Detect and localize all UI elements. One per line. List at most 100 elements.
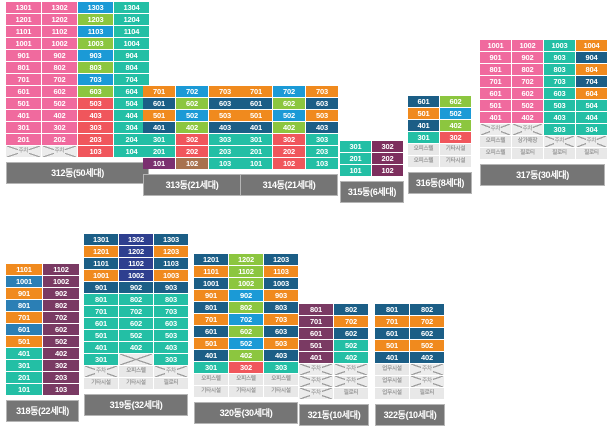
unit-cell-1002[interactable]: 1002	[43, 276, 79, 287]
unit-cell-402[interactable]: 402	[512, 112, 543, 123]
unit-cell-501[interactable]: 501	[480, 100, 511, 111]
unit-cell-103[interactable]: 103	[209, 158, 241, 169]
unit-cell-301[interactable]: 301	[143, 134, 175, 145]
unit-cell-903[interactable]: 903	[154, 282, 188, 293]
building-label-318[interactable]: 318동(22세대)	[6, 400, 79, 422]
unit-cell-1103[interactable]: 1103	[154, 258, 188, 269]
unit-cell-303[interactable]: 303	[264, 362, 298, 373]
unit-cell-904[interactable]: 904	[114, 50, 149, 61]
unit-cell-802[interactable]: 802	[334, 304, 368, 315]
unit-cell-1203[interactable]: 1203	[264, 254, 298, 265]
unit-cell-702[interactable]: 702	[273, 86, 305, 97]
unit-cell-501[interactable]: 501	[375, 340, 409, 351]
unit-cell-503[interactable]: 503	[154, 330, 188, 341]
unit-cell-1301[interactable]: 1301	[6, 2, 41, 13]
unit-cell-501[interactable]: 501	[299, 340, 333, 351]
unit-cell-204[interactable]: 204	[114, 134, 149, 145]
unit-cell-902[interactable]: 902	[42, 50, 77, 61]
unit-cell-303[interactable]: 303	[78, 122, 113, 133]
unit-cell-1201[interactable]: 1201	[194, 254, 228, 265]
unit-cell-601[interactable]: 601	[6, 324, 42, 335]
unit-cell-103[interactable]: 103	[43, 384, 79, 395]
unit-cell-101[interactable]: 101	[240, 158, 272, 169]
unit-cell-203[interactable]: 203	[43, 372, 79, 383]
unit-cell-802[interactable]: 802	[119, 294, 153, 305]
unit-cell-1202[interactable]: 1202	[119, 246, 153, 257]
unit-cell-502[interactable]: 502	[42, 98, 77, 109]
unit-cell-701[interactable]: 701	[84, 306, 118, 317]
unit-cell-102[interactable]: 102	[372, 165, 403, 176]
unit-cell-801[interactable]: 801	[6, 62, 41, 73]
unit-cell-401[interactable]: 401	[194, 350, 228, 361]
unit-cell-702[interactable]: 702	[42, 74, 77, 85]
unit-cell-401[interactable]: 401	[375, 352, 409, 363]
unit-cell-801[interactable]: 801	[6, 300, 42, 311]
unit-cell-402[interactable]: 402	[42, 110, 77, 121]
unit-cell-1103[interactable]: 1103	[78, 26, 113, 37]
unit-cell-804[interactable]: 804	[114, 62, 149, 73]
unit-cell-604[interactable]: 604	[114, 86, 149, 97]
unit-cell-703[interactable]: 703	[306, 86, 338, 97]
unit-cell-501[interactable]: 501	[6, 336, 42, 347]
unit-cell-904[interactable]: 904	[576, 52, 607, 63]
unit-cell-502[interactable]: 502	[273, 110, 305, 121]
unit-cell-201[interactable]: 201	[6, 372, 42, 383]
unit-cell-502[interactable]: 502	[334, 340, 368, 351]
unit-cell-104[interactable]: 104	[114, 146, 149, 157]
unit-cell-602[interactable]: 602	[119, 318, 153, 329]
unit-cell-301[interactable]: 301	[240, 134, 272, 145]
unit-cell-902[interactable]: 902	[229, 290, 263, 301]
unit-cell-403[interactable]: 403	[78, 110, 113, 121]
unit-cell-202[interactable]: 202	[273, 146, 305, 157]
unit-cell-1101[interactable]: 1101	[84, 258, 118, 269]
building-label-321[interactable]: 321동(10세대)	[299, 404, 369, 426]
unit-cell-1001[interactable]: 1001	[6, 276, 42, 287]
unit-cell-404[interactable]: 404	[114, 110, 149, 121]
unit-cell-702[interactable]: 702	[229, 314, 263, 325]
unit-cell-703[interactable]: 703	[154, 306, 188, 317]
unit-cell-701[interactable]: 701	[6, 74, 41, 85]
unit-cell-804[interactable]: 804	[576, 64, 607, 75]
unit-cell-903[interactable]: 903	[544, 52, 575, 63]
unit-cell-201[interactable]: 201	[6, 134, 41, 145]
unit-cell-1102[interactable]: 1102	[43, 264, 79, 275]
unit-cell-501[interactable]: 501	[240, 110, 272, 121]
unit-cell-303[interactable]: 303	[154, 354, 188, 365]
unit-cell-901[interactable]: 901	[84, 282, 118, 293]
unit-cell-1001[interactable]: 1001	[84, 270, 118, 281]
unit-cell-603[interactable]: 603	[544, 88, 575, 99]
unit-cell-101[interactable]: 101	[340, 165, 371, 176]
unit-cell-203[interactable]: 203	[78, 134, 113, 145]
unit-cell-203[interactable]: 203	[209, 146, 241, 157]
unit-cell-201[interactable]: 201	[340, 153, 371, 164]
unit-cell-403[interactable]: 403	[544, 112, 575, 123]
unit-cell-803[interactable]: 803	[154, 294, 188, 305]
unit-cell-201[interactable]: 201	[240, 146, 272, 157]
unit-cell-501[interactable]: 501	[143, 110, 175, 121]
unit-cell-901[interactable]: 901	[6, 288, 42, 299]
unit-cell-302[interactable]: 302	[273, 134, 305, 145]
unit-cell-801[interactable]: 801	[480, 64, 511, 75]
unit-cell-1001[interactable]: 1001	[194, 278, 228, 289]
unit-cell-601[interactable]: 601	[143, 98, 175, 109]
unit-cell-803[interactable]: 803	[78, 62, 113, 73]
building-label-312[interactable]: 312동(50세대)	[6, 162, 149, 184]
unit-cell-603[interactable]: 603	[264, 326, 298, 337]
unit-cell-402[interactable]: 402	[334, 352, 368, 363]
unit-cell-1102[interactable]: 1102	[119, 258, 153, 269]
unit-cell-403[interactable]: 403	[154, 342, 188, 353]
unit-cell-601[interactable]: 601	[375, 328, 409, 339]
unit-cell-503[interactable]: 503	[306, 110, 338, 121]
unit-cell-602[interactable]: 602	[43, 324, 79, 335]
unit-cell-1201[interactable]: 1201	[84, 246, 118, 257]
building-label-314[interactable]: 314동(21세대)	[240, 174, 338, 196]
unit-cell-301[interactable]: 301	[6, 122, 41, 133]
unit-cell-502[interactable]: 502	[176, 110, 208, 121]
unit-cell-704[interactable]: 704	[576, 76, 607, 87]
unit-cell-704[interactable]: 704	[114, 74, 149, 85]
unit-cell-1004[interactable]: 1004	[576, 40, 607, 51]
unit-cell-1301[interactable]: 1301	[84, 234, 118, 245]
unit-cell-302[interactable]: 302	[440, 132, 471, 143]
unit-cell-602[interactable]: 602	[42, 86, 77, 97]
unit-cell-101[interactable]: 101	[6, 384, 42, 395]
